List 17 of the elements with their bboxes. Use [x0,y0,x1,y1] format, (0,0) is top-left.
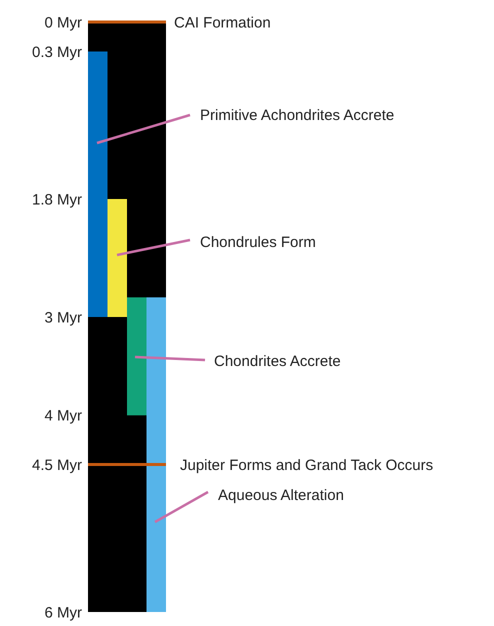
bar [88,52,108,317]
text: Aqueous Alteration [218,487,344,504]
ref-line-label: CAI Formation [174,14,271,32]
text: Chondrites Accrete [214,353,341,370]
bar [146,297,166,612]
y-tick-label: 6 Myr [44,604,82,622]
text: Chondrules Form [200,234,316,251]
y-tick-label: 3 Myr [44,309,82,326]
y-tick-label: 4.5 Myr [32,456,82,474]
bar [127,297,146,416]
bar [108,199,127,317]
y-tick-label: 0.3 Myr [32,44,82,61]
y-tick-label: 4 Myr [44,408,82,425]
text: Primitive Achondrites Accrete [200,107,394,124]
ref-line-label: Jupiter Forms and Grand Tack Occurs [180,456,434,474]
y-tick-label: 1.8 Myr [32,191,82,208]
y-tick-label: 0 Myr [44,14,82,32]
